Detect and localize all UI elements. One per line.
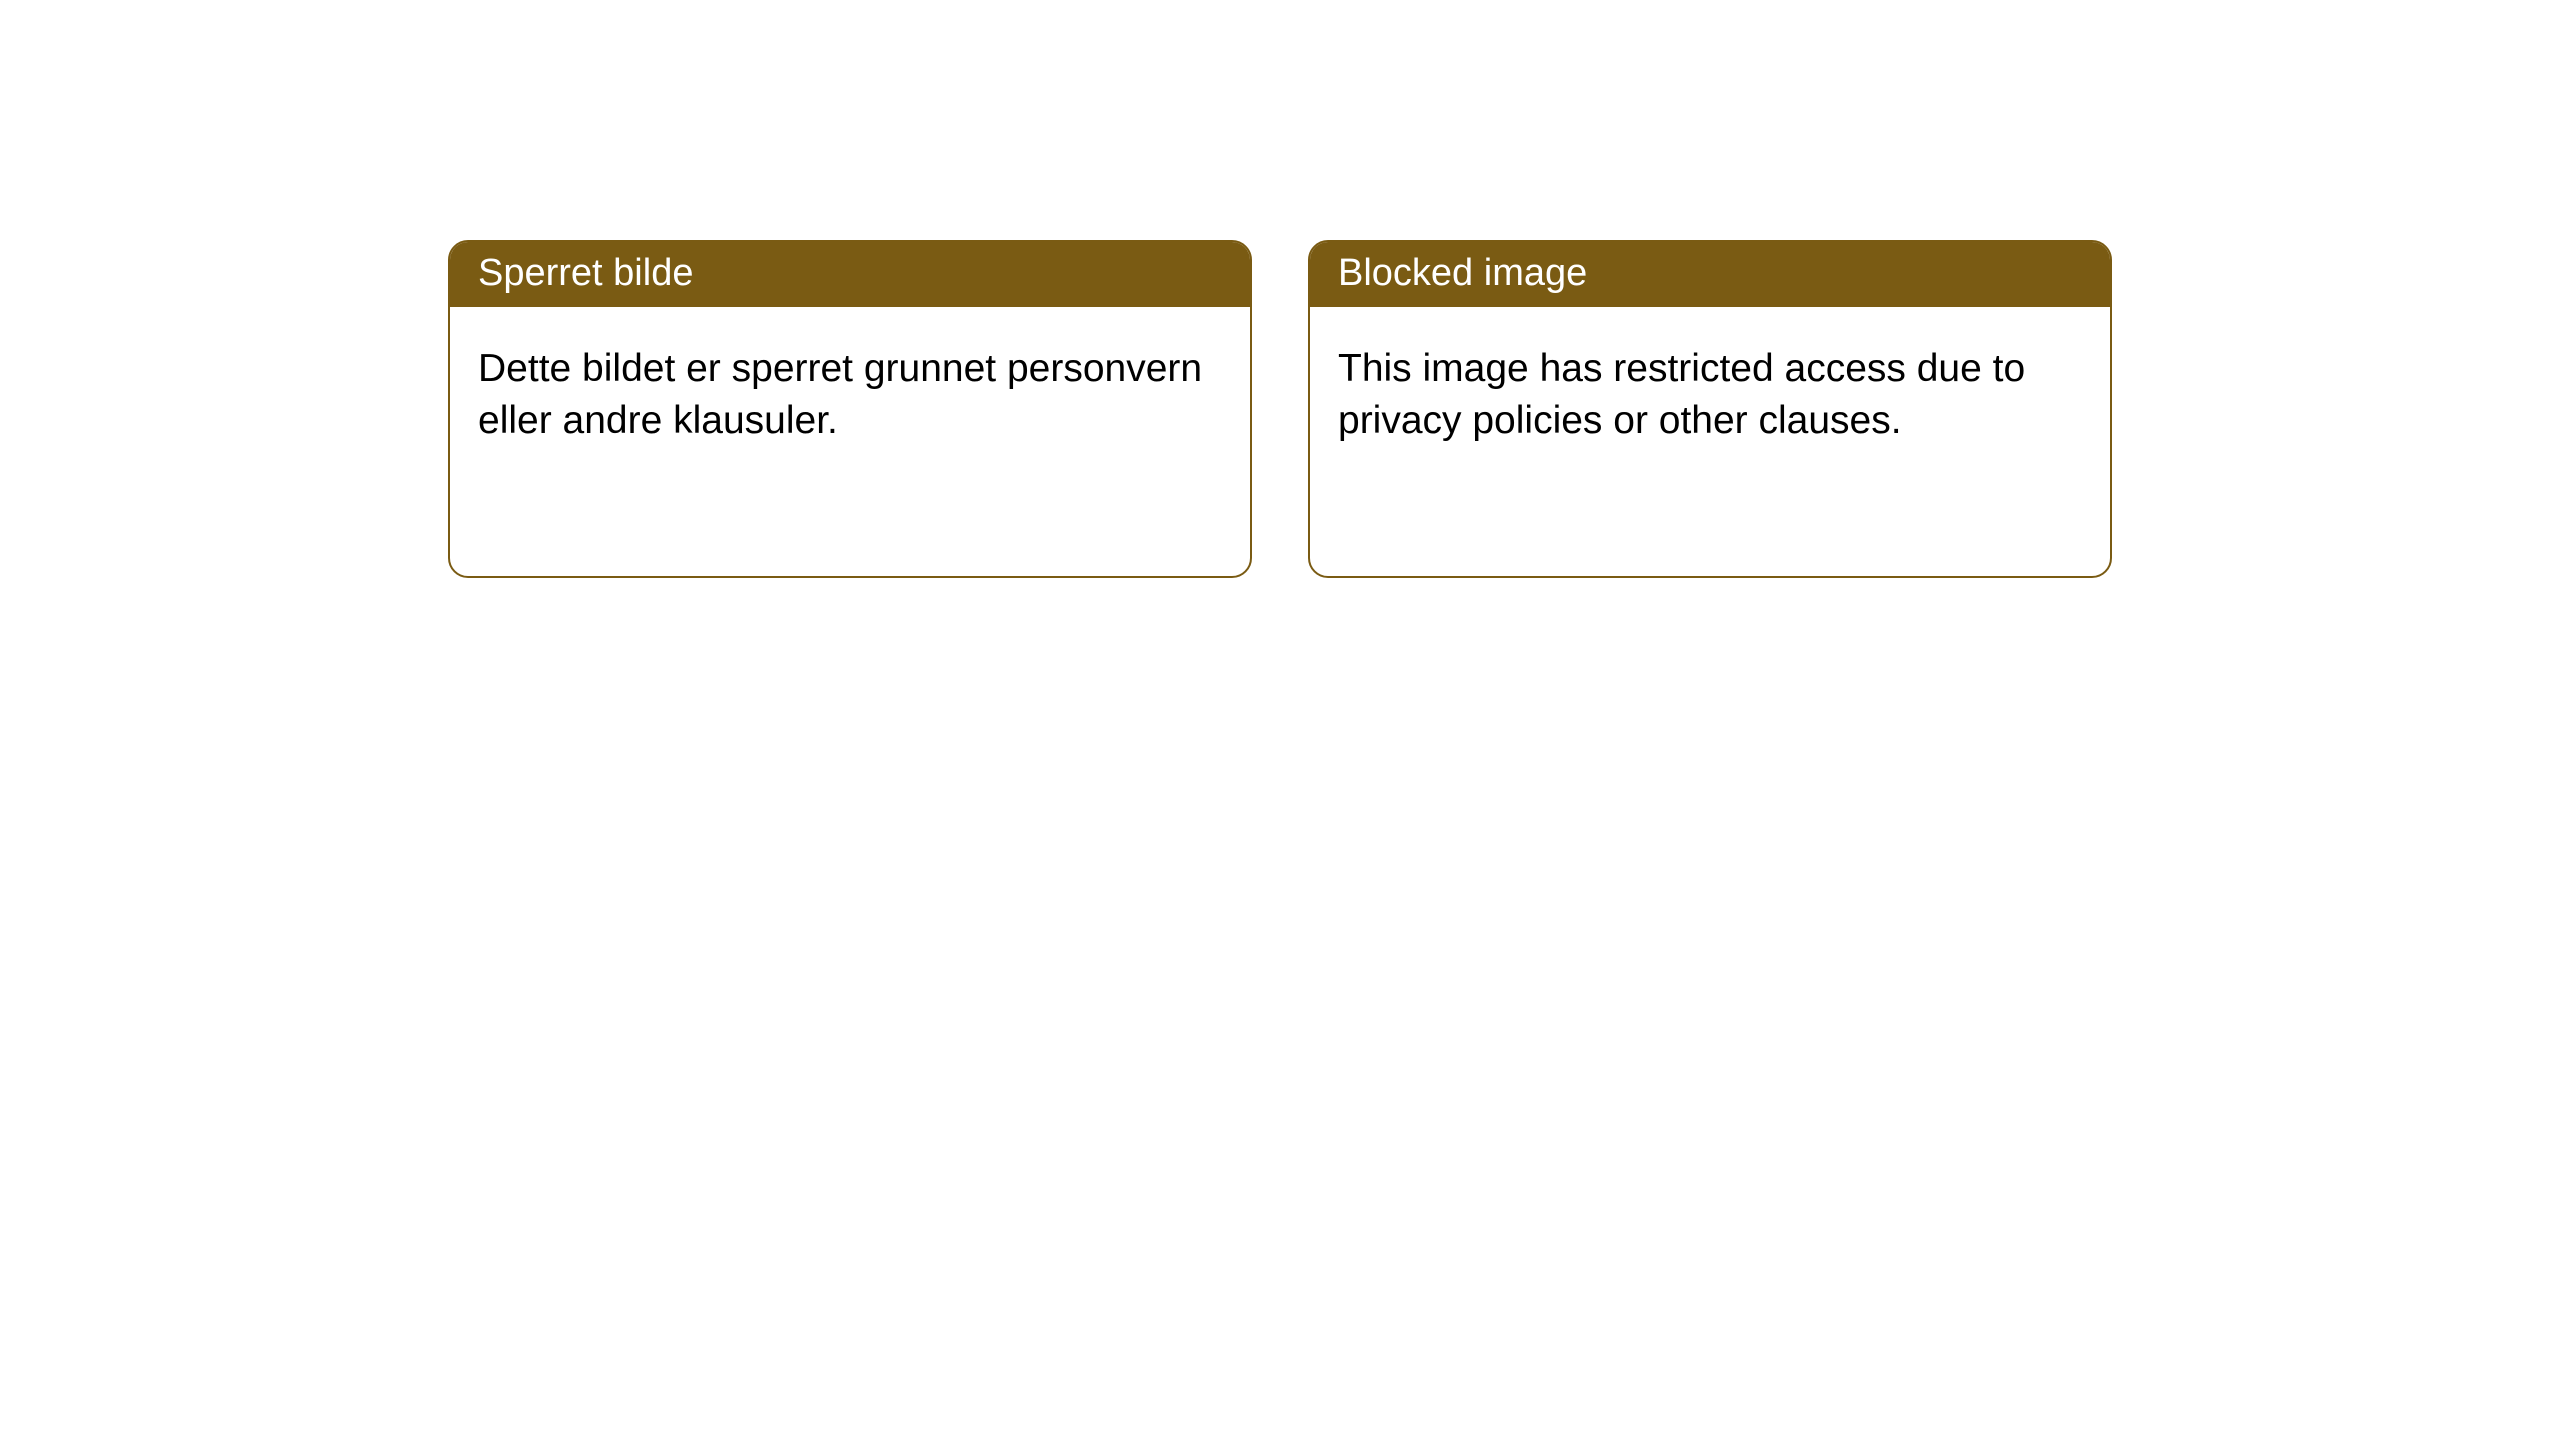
notice-container: Sperret bilde Dette bildet er sperret gr… <box>0 0 2560 578</box>
notice-body: This image has restricted access due to … <box>1310 307 2110 483</box>
notice-card-english: Blocked image This image has restricted … <box>1308 240 2112 578</box>
notice-body: Dette bildet er sperret grunnet personve… <box>450 307 1250 483</box>
notice-header: Sperret bilde <box>450 242 1250 307</box>
notice-header: Blocked image <box>1310 242 2110 307</box>
notice-card-norwegian: Sperret bilde Dette bildet er sperret gr… <box>448 240 1252 578</box>
